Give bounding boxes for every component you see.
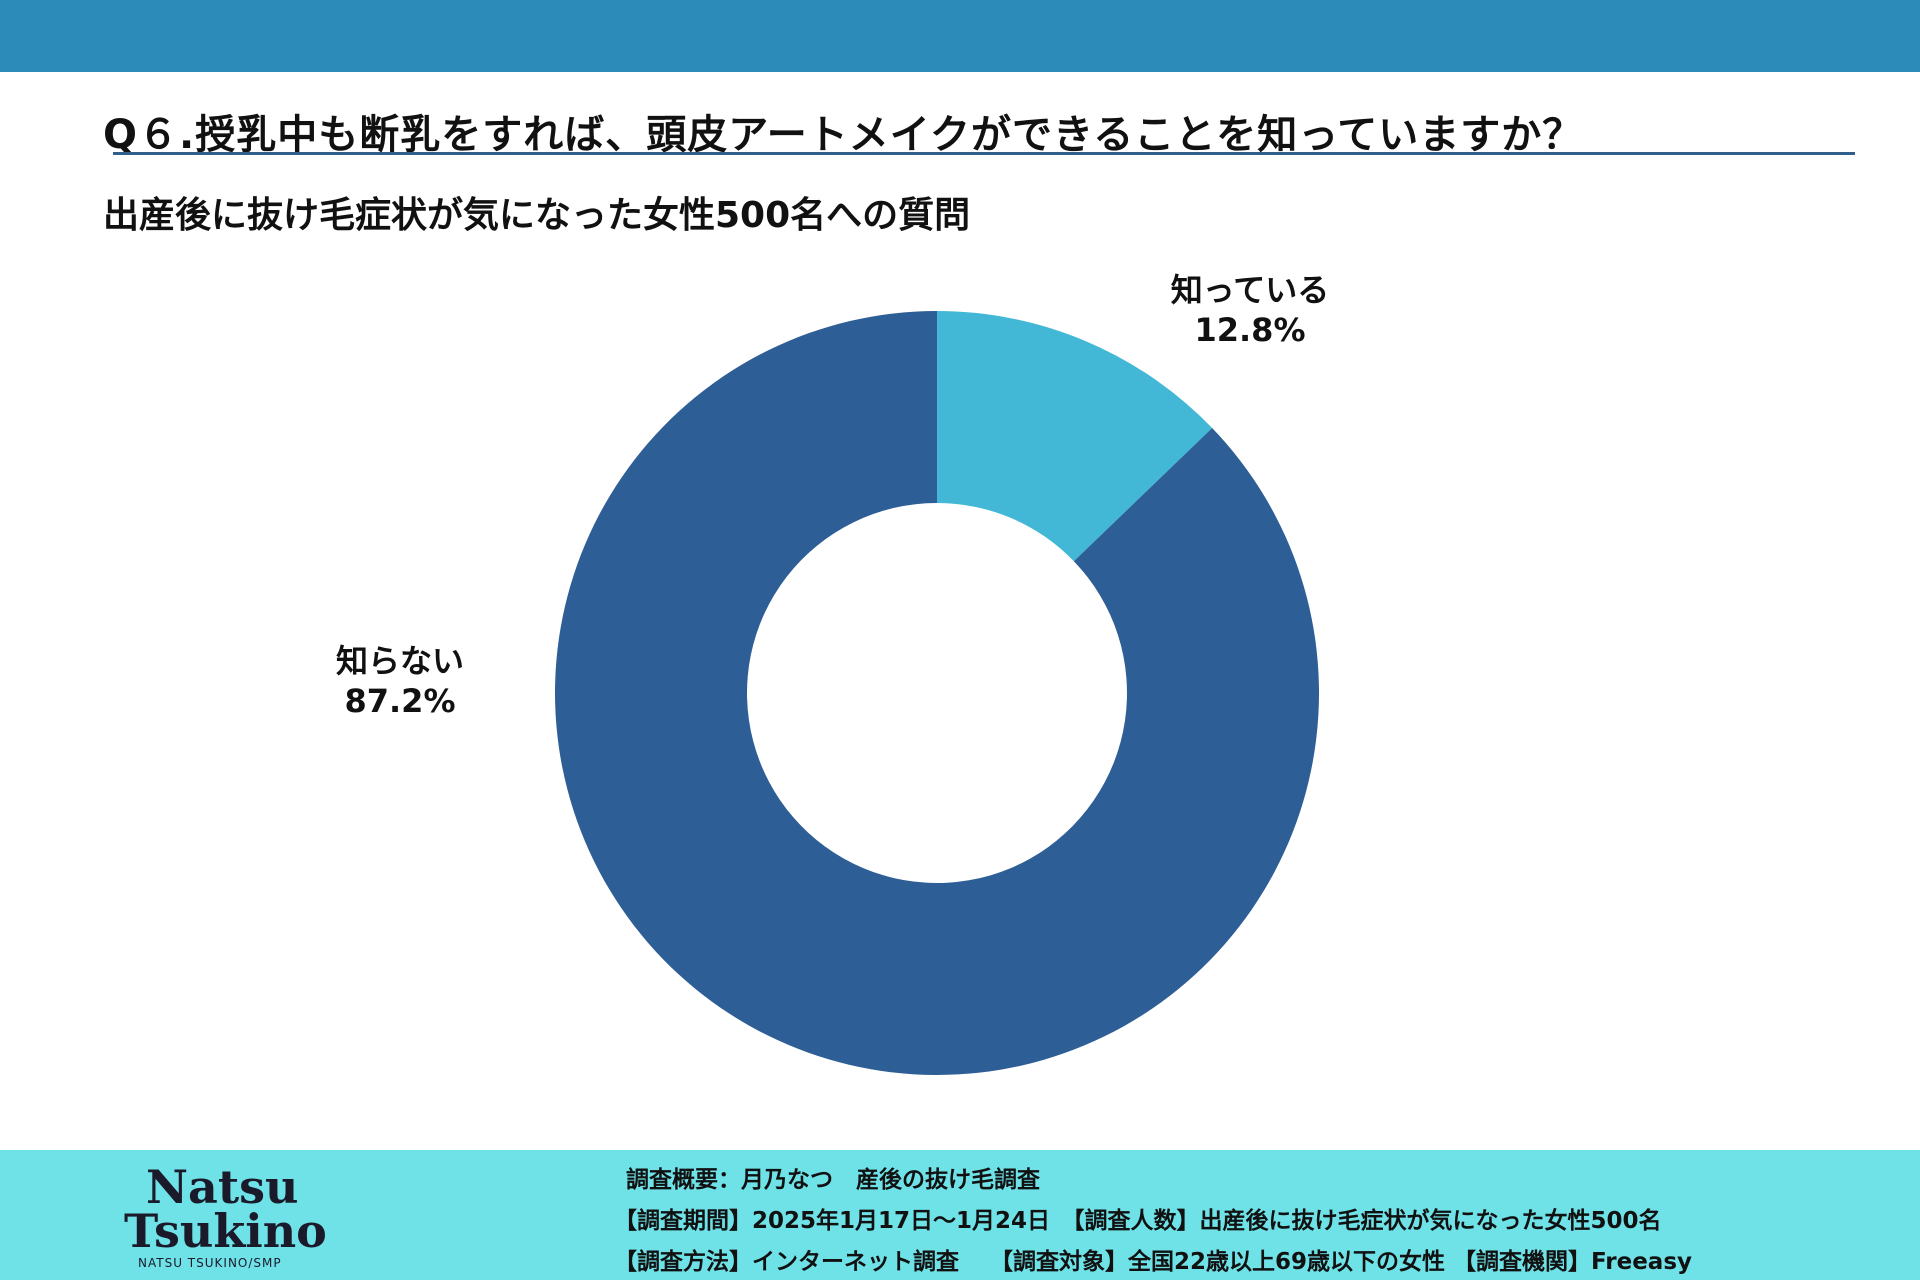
logo-line-2: Tsukino: [124, 1204, 327, 1258]
footer: [0, 1150, 1920, 1280]
survey-method-target-agency: 【調査方法】インターネット調査 【調査対象】全国22歳以上69歳以下の女性 【調…: [614, 1249, 1693, 1275]
slice-label-dont-know-name: 知らない: [335, 642, 464, 680]
survey-period-and-count: 【調査期間】2025年1月17日～1月24日 【調査人数】出産後に抜け毛症状が気…: [614, 1208, 1662, 1234]
slice-dont-know: [555, 311, 1320, 1075]
donut-chart: [555, 311, 1320, 1075]
question-title: Q６.授乳中も断乳をすれば、頭皮アートメイクができることを知っていますか？: [103, 112, 1584, 158]
chart-subtitle: 出産後に抜け毛症状が気になった女性500名への質問: [103, 195, 971, 236]
logo-line-1: Natsu: [146, 1160, 299, 1214]
slice-know: [937, 311, 1213, 562]
slice-label-know-name: 知っている: [1170, 271, 1330, 309]
slice-label-dont-know: 知らない 87.2%: [300, 641, 500, 721]
brand-logo: Natsu Tsukino NATSU TSUKINO/SMP: [124, 1162, 334, 1272]
title-underline: [113, 152, 1855, 155]
top-bar: [0, 0, 1920, 72]
slice-label-dont-know-value: 87.2%: [344, 682, 456, 720]
slice-label-know: 知っている 12.8%: [1130, 270, 1370, 350]
survey-overview: 調査概要：月乃なつ 産後の抜け毛調査: [626, 1167, 1040, 1193]
slice-label-know-value: 12.8%: [1194, 311, 1306, 349]
logo-subtext: NATSU TSUKINO/SMP: [138, 1256, 282, 1270]
